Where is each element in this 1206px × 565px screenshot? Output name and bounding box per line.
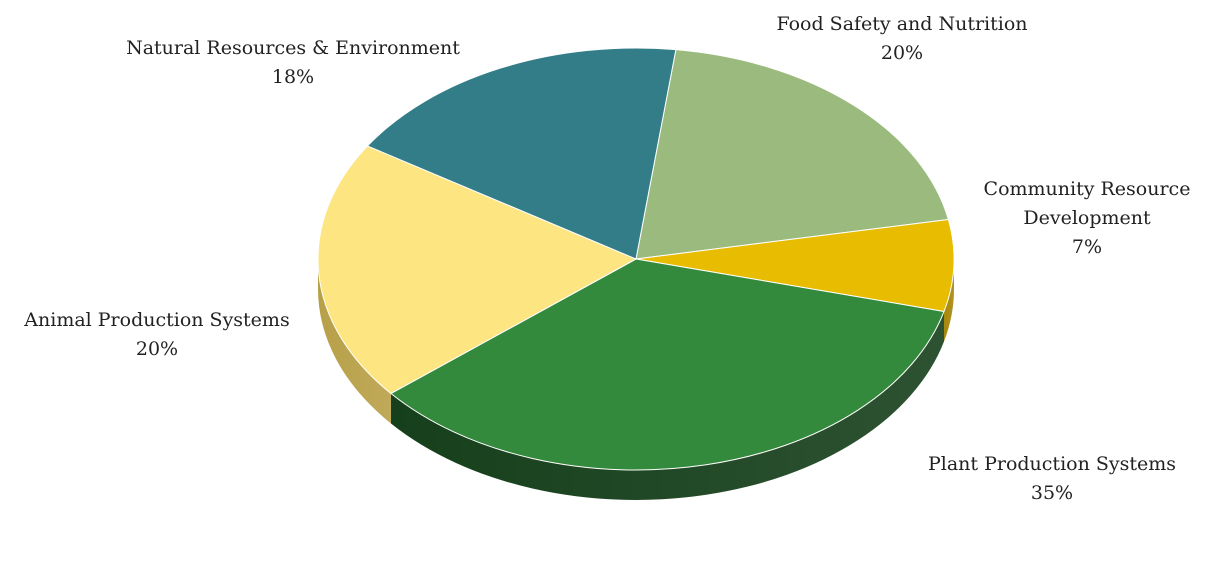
- slice-name-label: Development: [1023, 207, 1151, 229]
- data-label-natural-resources-and-environment: Natural Resources & Environment 18%: [126, 37, 460, 88]
- pie-top-layer: [317, 47, 955, 471]
- slice-name-label: Natural Resources & Environment: [126, 37, 460, 59]
- data-label-community-resource-development: Community Resource Development 7%: [984, 178, 1191, 258]
- slice-value-label: 35%: [1031, 482, 1073, 504]
- pie-side-animal-production-systems: [318, 259, 391, 424]
- data-label-animal-production-systems: Animal Production Systems 20%: [23, 309, 289, 360]
- slice-name-label: Food Safety and Nutrition: [776, 13, 1027, 35]
- pie-slice-natural-resources-and-environment: [367, 47, 677, 260]
- pie-slice-community-resource-development: [635, 218, 955, 312]
- slice-name-label: Community Resource: [984, 178, 1191, 200]
- pie-slice-plant-production-systems: [390, 258, 945, 471]
- data-label-food-safety-and-nutrition: Food Safety and Nutrition 20%: [776, 13, 1027, 64]
- pie-label-layer: Food Safety and Nutrition 20% Community Re…: [23, 13, 1190, 504]
- pie-side-layer: [318, 259, 954, 501]
- data-label-plant-production-systems: Plant Production Systems 35%: [928, 453, 1176, 504]
- pie-side-plant-production-systems: [390, 311, 945, 501]
- slice-value-label: 20%: [136, 338, 178, 360]
- slice-name-label: Animal Production Systems: [23, 309, 289, 331]
- pie-side-community-resource-development: [944, 259, 954, 342]
- slice-value-label: 18%: [272, 66, 314, 88]
- slice-value-label: 20%: [881, 42, 923, 64]
- slice-name-label: Plant Production Systems: [928, 453, 1176, 475]
- slice-value-label: 7%: [1072, 236, 1102, 258]
- pie-slice-food-safety-and-nutrition: [635, 49, 949, 260]
- pie-slice-animal-production-systems: [317, 145, 637, 394]
